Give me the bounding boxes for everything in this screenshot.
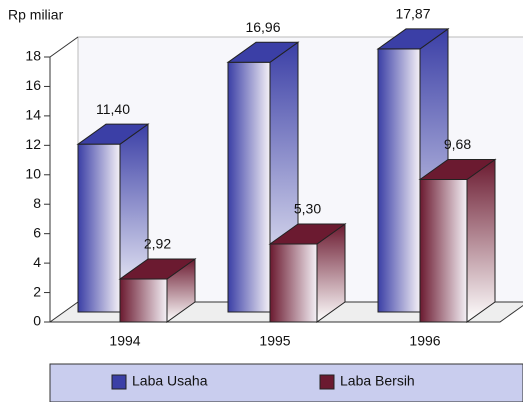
y-tick-label: 0 [33,313,41,329]
x-tick-label: 1994 [109,333,140,349]
y-tick-label: 12 [25,136,41,152]
value-label: 11,40 [96,101,130,117]
bar-top [418,158,497,180]
y-tick-label: 6 [33,224,41,240]
bar-front [269,243,318,323]
bar-front [119,278,168,323]
bar-side [466,158,496,323]
bar-top [268,223,347,245]
value-label: 17,87 [395,6,430,22]
legend-swatch [319,374,335,390]
bar-front [377,48,421,313]
legend-label: Laba Usaha [132,373,208,389]
y-axis-label: Rp miliar [8,7,64,23]
y-tick-label: 2 [33,283,41,299]
bar-top [76,123,150,145]
y-tick-label: 18 [25,48,41,64]
bar [118,258,197,323]
bar [418,158,497,323]
bar [268,223,347,323]
y-tick-label: 16 [25,77,41,93]
bar-front [419,178,468,323]
y-tick-label: 8 [33,195,41,211]
x-tick-label: 1996 [409,333,440,349]
legend-label: Laba Bersih [340,373,415,389]
y-tick-label: 4 [33,254,41,270]
legend-box [49,363,523,402]
legend-swatch [111,374,127,390]
y-tick-label: 10 [25,165,41,181]
x-tick-label: 1995 [259,333,290,349]
bar-top [376,28,450,50]
value-label: 9,68 [444,136,471,152]
value-label: 16,96 [245,19,280,35]
value-label: 2,92 [144,236,171,252]
value-label: 5,30 [294,201,321,217]
bar-top [118,258,197,280]
bar-front [77,143,121,313]
y-tick-label: 14 [25,107,41,123]
y-axis-depth [49,36,79,58]
bar-front [227,61,271,313]
bar-top [226,41,300,63]
